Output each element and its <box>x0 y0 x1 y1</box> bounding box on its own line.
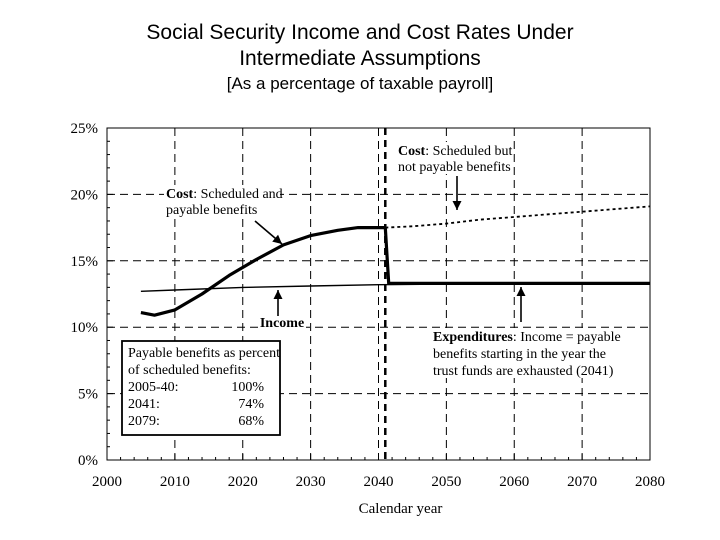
arrow-cost-payable <box>254 220 283 245</box>
y-tick-label: 5% <box>78 387 98 403</box>
legend-box-value: 100% <box>231 380 264 395</box>
x-tick-label: 2080 <box>635 474 665 490</box>
chart-title-line2: Intermediate Assumptions <box>239 47 481 70</box>
arrow-cost-not-payable <box>452 176 462 210</box>
annotation-bg <box>396 142 506 174</box>
legend-box-value: 74% <box>238 397 264 412</box>
legend-box-heading-line2: of scheduled benefits: <box>128 363 251 378</box>
annotation-bg <box>164 185 280 217</box>
x-tick-label: 2020 <box>228 474 258 490</box>
y-tick-label: 25% <box>71 121 99 137</box>
y-tick-label: 20% <box>71 187 99 203</box>
annotation-expenditures: Expenditures: Income = payable <box>433 330 621 345</box>
legend-box-frame <box>121 340 281 436</box>
payable-benefits-box: Payable benefits as percent of scheduled … <box>121 340 281 436</box>
annotation-cost-not-payable: Cost: Scheduled but <box>398 144 512 159</box>
annotation-expenditures-line3: trust funds are exhausted (2041) <box>433 364 614 379</box>
y-tick-label: 15% <box>71 254 99 270</box>
annotation-cost-not-payable-line2: not payable benefits <box>398 160 511 175</box>
arrow-income <box>273 290 283 316</box>
chart-subtitle: [As a percentage of taxable payroll] <box>226 74 494 93</box>
x-tick-label: 2010 <box>160 474 190 490</box>
annotation-bg <box>258 314 306 330</box>
x-tick-label: 2000 <box>92 474 122 490</box>
annotation-income: Income <box>260 316 304 331</box>
annotation-bg <box>430 328 616 378</box>
x-tick-label: 2030 <box>296 474 326 490</box>
series-line-cost-not-payable <box>385 205 651 229</box>
legend-box-value: 68% <box>238 414 264 429</box>
legend-box-period: 2005-40: <box>128 380 179 395</box>
chart-title: Social Security Income and Cost Rates Un… <box>0 20 720 72</box>
x-tick-label: 2070 <box>567 474 597 490</box>
legend-box-period: 2041: <box>128 397 160 412</box>
y-tick-label: 10% <box>71 320 99 336</box>
y-tick-label: 0% <box>78 453 98 469</box>
x-tick-label: 2060 <box>499 474 529 490</box>
annotation-expenditures-line2: benefits starting in the year the <box>433 347 606 362</box>
x-axis-label: Calendar year <box>359 501 443 517</box>
series-line-cost-payable <box>140 226 650 317</box>
legend-box-heading-line1: Payable benefits as percent <box>128 346 280 361</box>
legend-box-period: 2079: <box>128 414 160 429</box>
x-tick-label: 2050 <box>431 474 461 490</box>
arrow-expenditures <box>516 287 526 322</box>
annotation-cost-payable: Cost: Scheduled and <box>166 187 283 202</box>
annotation-cost-payable-line2: payable benefits <box>166 203 257 218</box>
chart-title-line1: Social Security Income and Cost Rates Un… <box>146 21 574 44</box>
x-tick-label: 2040 <box>364 474 394 490</box>
